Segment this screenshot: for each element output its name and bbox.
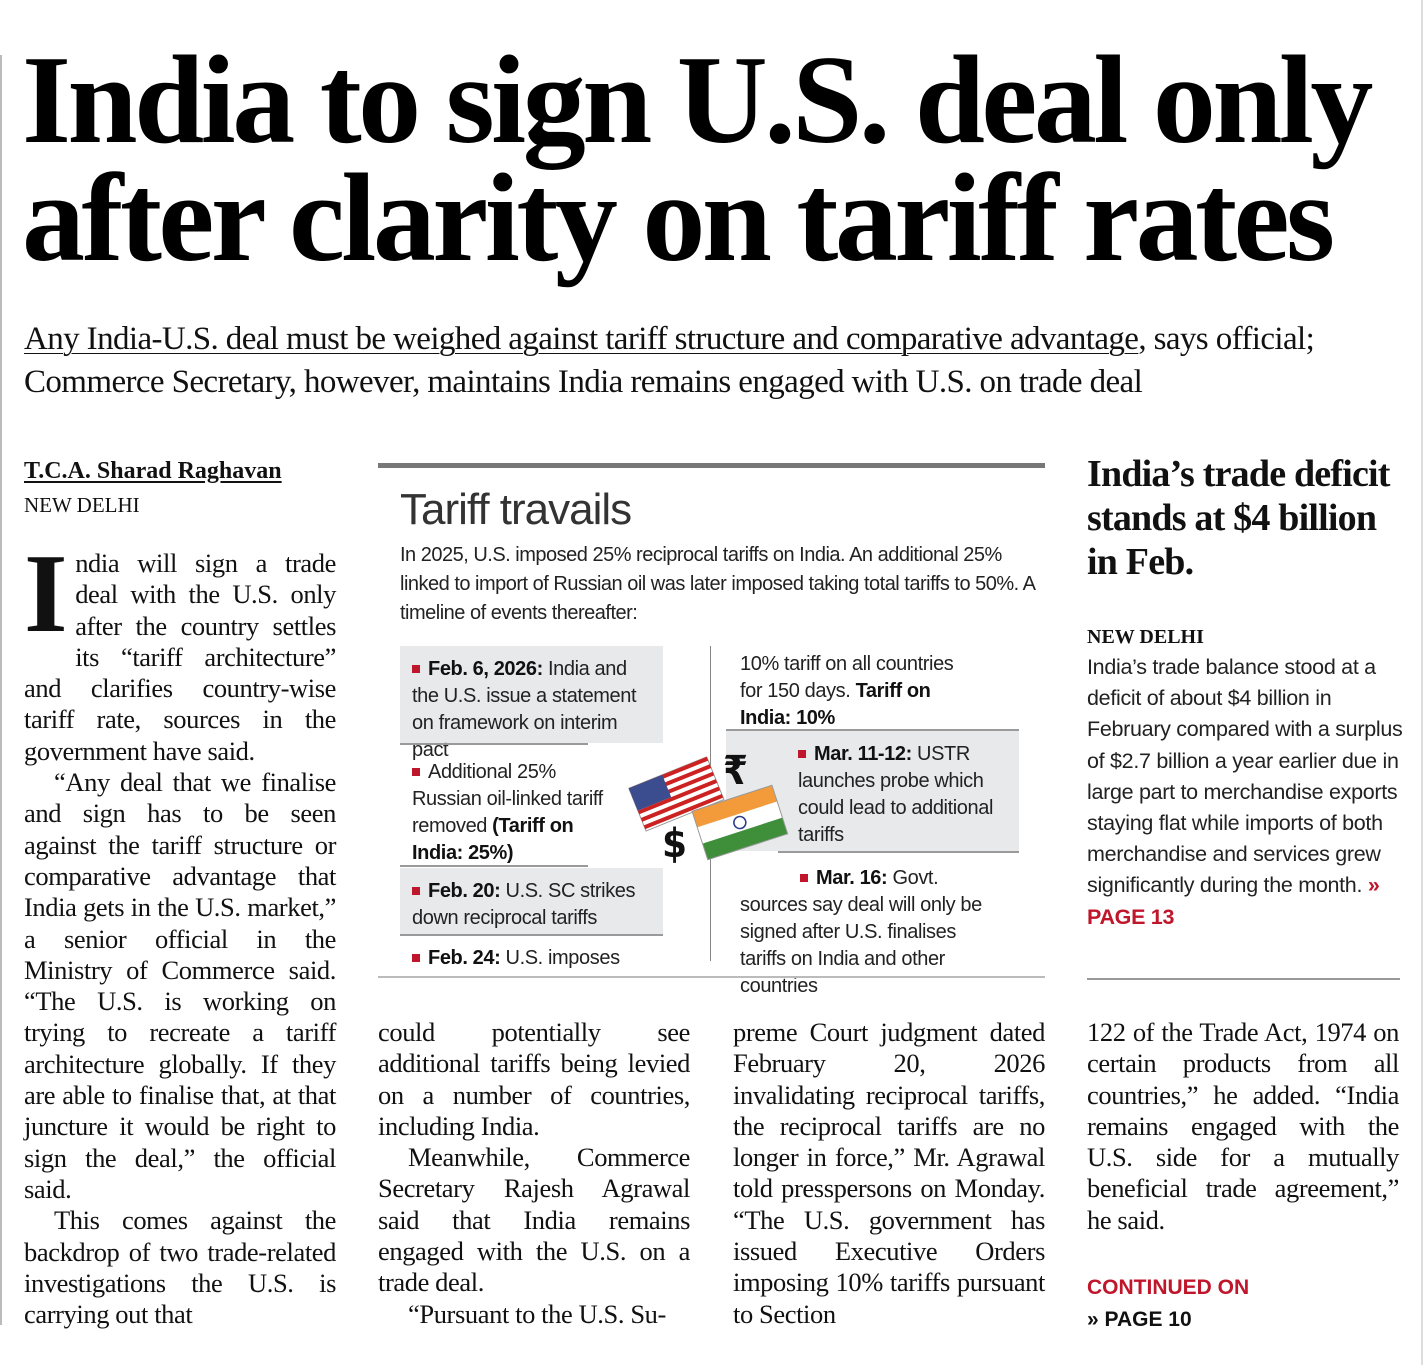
timeline-event: Feb. 24: U.S. imposes xyxy=(400,935,663,982)
article-paragraph: 122 of the Trade Act, 1974 on certain pr… xyxy=(1087,1017,1399,1235)
subheadline-link[interactable]: Any India-U.S. deal must be weighed agai… xyxy=(24,321,1139,357)
timeline-event: Mar. 16: Govt. sources say deal will onl… xyxy=(740,867,982,997)
continued-label: CONTINUED ON xyxy=(1087,1276,1250,1299)
india-flag-icon xyxy=(691,784,789,861)
infographic-intro: In 2025, U.S. imposed 25% reciprocal tar… xyxy=(400,544,1035,624)
sidebar-dateline: NEW DELHI xyxy=(1087,626,1204,648)
sidebar-body: India’s trade balance stood at a deficit… xyxy=(1087,655,1403,929)
bullet-icon xyxy=(412,768,420,776)
timeline-event: Additional 25% Russian oil-linked tariff… xyxy=(412,761,603,864)
infographic-bottom-rule xyxy=(378,976,1045,978)
bullet-icon xyxy=(800,874,808,882)
divider xyxy=(726,729,1019,731)
dateline: NEW DELHI xyxy=(24,493,140,517)
article-column-3: preme Court judgment dated February 20, … xyxy=(733,1017,1045,1330)
continued-on[interactable]: CONTINUED ON » PAGE 10 xyxy=(1087,1272,1249,1336)
timeline-event: Feb. 6, 2026: India and the U.S. issue a… xyxy=(400,646,663,761)
us-flag-icon xyxy=(628,756,725,832)
headline-line-1: India to sign U.S. deal only xyxy=(22,31,1373,170)
infographic-top-bar xyxy=(378,463,1045,468)
dollar-icon: $ xyxy=(662,821,688,867)
divider xyxy=(400,743,588,745)
bullet-icon xyxy=(412,954,420,962)
divider xyxy=(778,851,1019,853)
headline: India to sign U.S. deal only after clari… xyxy=(22,31,1422,288)
article-paragraph: could potentially see additional tariffs… xyxy=(378,1017,690,1141)
sidebar-divider xyxy=(1087,978,1400,980)
article-paragraph: Meanwhile, Commerce Secretary Rajesh Agr… xyxy=(378,1142,690,1298)
drop-cap: I xyxy=(24,532,68,656)
headline-line-2: after clarity on tariff rates xyxy=(22,149,1335,288)
continued-page-link[interactable]: » PAGE 10 xyxy=(1087,1308,1192,1331)
subheadline: Any India-U.S. deal must be weighed agai… xyxy=(24,318,1404,404)
byline[interactable]: T.C.A. Sharad Raghavan xyxy=(24,458,282,484)
divider xyxy=(400,865,588,867)
rupee-icon: ₹ xyxy=(723,748,749,794)
sidebar-headline: India’s trade deficit stands at $4 billi… xyxy=(1087,453,1390,583)
article-paragraph: “Pursuant to the U.S. Su- xyxy=(408,1298,666,1329)
page-edge xyxy=(0,55,2,1325)
article-column-2: could potentially see additional tariffs… xyxy=(378,1017,690,1330)
bullet-icon xyxy=(798,750,806,758)
bullet-icon xyxy=(412,887,420,895)
article-paragraph: “Any deal that we finalise and sign has … xyxy=(24,767,336,1204)
page-edge-right xyxy=(1421,0,1423,1365)
infographic-title: Tariff travails xyxy=(400,485,632,534)
sidebar-page-link[interactable]: » PAGE 13 xyxy=(1087,873,1380,929)
timeline-event: Mar. 11-12: USTR launches probe which co… xyxy=(726,731,1019,851)
article-column-4: 122 of the Trade Act, 1974 on certain pr… xyxy=(1087,1017,1399,1236)
timeline-event: 10% tariff on all countries for 150 days… xyxy=(740,653,954,729)
infographic-tariff-travails: Tariff travails In 2025, U.S. imposed 25… xyxy=(378,463,1045,997)
divider xyxy=(400,934,663,936)
bullet-icon xyxy=(412,665,420,673)
subheadline-rest: , says official; Commerce Secretary, how… xyxy=(24,321,1315,400)
article-paragraph: This comes against the backdrop of two t… xyxy=(24,1205,336,1330)
article-paragraph: preme Court judgment dated February 20, … xyxy=(733,1017,1045,1329)
timeline-event: Feb. 20: U.S. SC strikes down reciprocal… xyxy=(400,868,663,935)
